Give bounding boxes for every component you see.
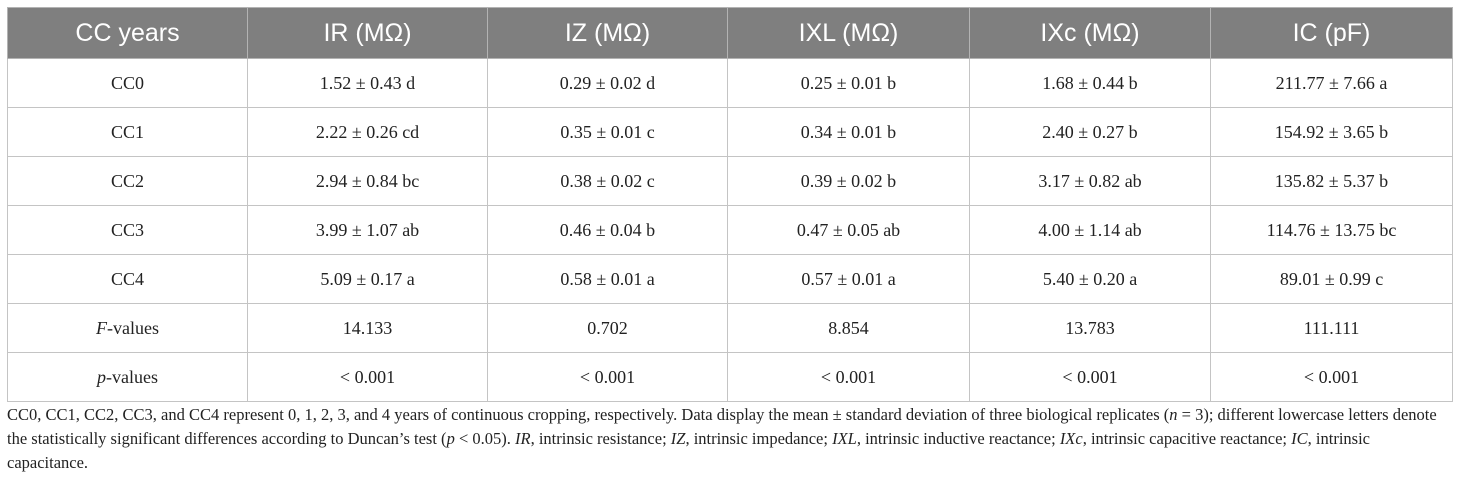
footnote-n-variable: n <box>1169 405 1178 424</box>
table-row: CC0 1.52 ± 0.43 d 0.29 ± 0.02 d 0.25 ± 0… <box>7 58 1453 108</box>
p-values-label: p-values <box>7 352 248 402</box>
p-symbol: p <box>97 366 106 387</box>
data-table-container: CC years IR (MΩ) IZ (MΩ) IXL (MΩ) IXc (M… <box>7 7 1453 402</box>
footnote-ic-abbr: IC <box>1291 429 1308 448</box>
f-symbol: F <box>96 317 107 338</box>
footnote-ir-definition: , intrinsic resistance; <box>530 429 671 448</box>
footnote-ixl-abbr: IXL <box>832 429 857 448</box>
p-value-cell: < 0.001 <box>1210 352 1453 402</box>
table-cell: 0.29 ± 0.02 d <box>487 58 728 108</box>
table-cell: 1.68 ± 0.44 b <box>969 58 1211 108</box>
table-cell: 3.17 ± 0.82 ab <box>969 156 1211 206</box>
table-cell: 114.76 ± 13.75 bc <box>1210 205 1453 255</box>
table-cell: 135.82 ± 5.37 b <box>1210 156 1453 206</box>
table-cell: 2.40 ± 0.27 b <box>969 107 1211 157</box>
p-value-cell: < 0.001 <box>969 352 1211 402</box>
table-row: CC3 3.99 ± 1.07 ab 0.46 ± 0.04 b 0.47 ± … <box>7 205 1453 255</box>
f-value-cell: 0.702 <box>487 303 728 353</box>
table-cell: 5.09 ± 0.17 a <box>247 254 488 304</box>
header-cc-years: CC years <box>7 7 248 59</box>
p-value-cell: < 0.001 <box>487 352 728 402</box>
f-label-suffix: -values <box>107 317 159 338</box>
footnote-iz-definition: , intrinsic impedance; <box>685 429 833 448</box>
table-cell: 0.57 ± 0.01 a <box>727 254 970 304</box>
f-values-label: F-values <box>7 303 248 353</box>
table-cell: 0.58 ± 0.01 a <box>487 254 728 304</box>
row-label: CC0 <box>7 58 248 108</box>
table-cell: 0.47 ± 0.05 ab <box>727 205 970 255</box>
footnote-text: = 3); different lowercase letters denote… <box>7 405 1437 448</box>
table-header-row: CC years IR (MΩ) IZ (MΩ) IXL (MΩ) IXc (M… <box>7 7 1453 59</box>
table-cell: 211.77 ± 7.66 a <box>1210 58 1453 108</box>
table-cell: 4.00 ± 1.14 ab <box>969 205 1211 255</box>
header-ixc: IXc (MΩ) <box>969 7 1211 59</box>
header-iz: IZ (MΩ) <box>487 7 728 59</box>
footnote-ixc-abbr: IXc <box>1059 429 1083 448</box>
data-table: CC years IR (MΩ) IZ (MΩ) IXL (MΩ) IXc (M… <box>7 7 1453 402</box>
footnote-text: CC0, CC1, CC2, CC3, and CC4 represent 0,… <box>7 405 1170 424</box>
table-cell: 3.99 ± 1.07 ab <box>247 205 488 255</box>
p-label-suffix: -values <box>106 366 158 387</box>
table-cell: 154.92 ± 3.65 b <box>1210 107 1453 157</box>
f-value-cell: 111.111 <box>1210 303 1453 353</box>
footnote-ixc-definition: , intrinsic capacitive reactance; <box>1082 429 1292 448</box>
row-label: CC2 <box>7 156 248 206</box>
table-cell: 89.01 ± 0.99 c <box>1210 254 1453 304</box>
table-cell: 0.39 ± 0.02 b <box>727 156 970 206</box>
f-value-cell: 8.854 <box>727 303 970 353</box>
p-value-cell: < 0.001 <box>247 352 488 402</box>
f-values-row: F-values 14.133 0.702 8.854 13.783 111.1… <box>7 303 1453 353</box>
footnote-ir-abbr: IR <box>515 429 531 448</box>
table-cell: 0.35 ± 0.01 c <box>487 107 728 157</box>
header-ixl: IXL (MΩ) <box>727 7 970 59</box>
table-cell: 0.34 ± 0.01 b <box>727 107 970 157</box>
table-cell: 0.38 ± 0.02 c <box>487 156 728 206</box>
header-ir: IR (MΩ) <box>247 7 488 59</box>
table-cell: 0.25 ± 0.01 b <box>727 58 970 108</box>
f-value-cell: 13.783 <box>969 303 1211 353</box>
table-cell: 2.22 ± 0.26 cd <box>247 107 488 157</box>
table-row: CC2 2.94 ± 0.84 bc 0.38 ± 0.02 c 0.39 ± … <box>7 156 1453 206</box>
footnote-ic-definition: , intrinsic capacitance. <box>7 429 1370 472</box>
table-cell: 2.94 ± 0.84 bc <box>247 156 488 206</box>
row-label: CC4 <box>7 254 248 304</box>
footnote-ixl-definition: , intrinsic inductive reactance; <box>856 429 1060 448</box>
f-value-cell: 14.133 <box>247 303 488 353</box>
table-row: CC4 5.09 ± 0.17 a 0.58 ± 0.01 a 0.57 ± 0… <box>7 254 1453 304</box>
p-value-cell: < 0.001 <box>727 352 970 402</box>
footnote-p-variable: p <box>446 429 455 448</box>
p-values-row: p-values < 0.001 < 0.001 < 0.001 < 0.001… <box>7 352 1453 402</box>
footnote-text: < 0.05). <box>454 429 515 448</box>
row-label: CC3 <box>7 205 248 255</box>
header-ic: IC (pF) <box>1210 7 1453 59</box>
footnote-iz-abbr: IZ <box>670 429 686 448</box>
table-cell: 5.40 ± 0.20 a <box>969 254 1211 304</box>
table-cell: 1.52 ± 0.43 d <box>247 58 488 108</box>
row-label: CC1 <box>7 107 248 157</box>
table-row: CC1 2.22 ± 0.26 cd 0.35 ± 0.01 c 0.34 ± … <box>7 107 1453 157</box>
table-cell: 0.46 ± 0.04 b <box>487 205 728 255</box>
table-footnote: CC0, CC1, CC2, CC3, and CC4 represent 0,… <box>7 403 1452 475</box>
